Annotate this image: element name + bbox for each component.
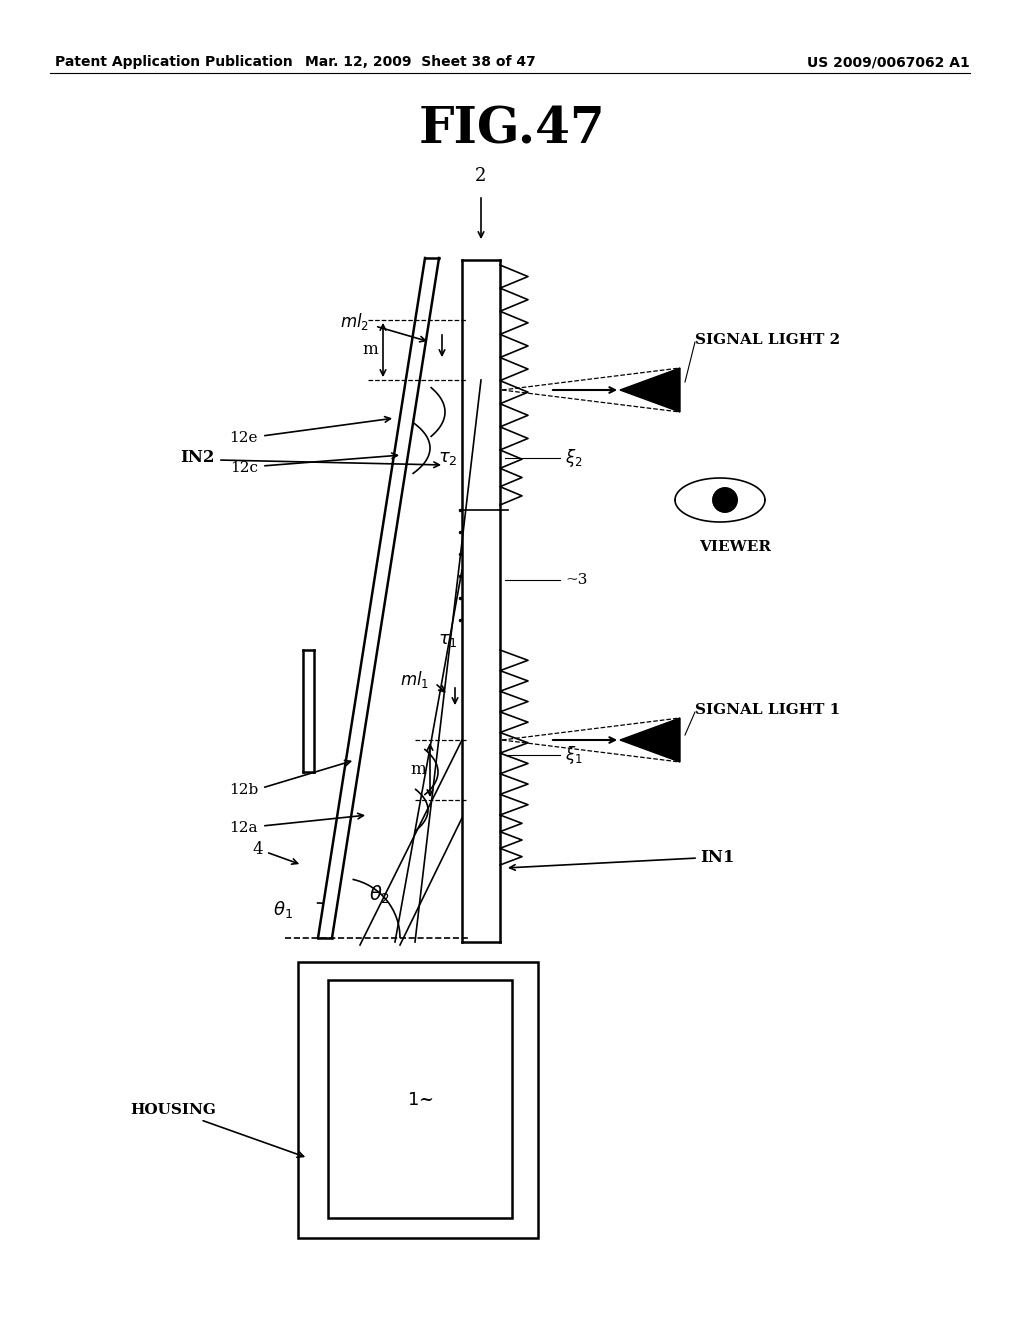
- Text: $\xi_2$: $\xi_2$: [565, 447, 583, 469]
- Text: $\xi_1$: $\xi_1$: [565, 744, 583, 766]
- Text: SIGNAL LIGHT 1: SIGNAL LIGHT 1: [695, 704, 841, 717]
- Text: $\tau_1$: $\tau_1$: [438, 631, 458, 649]
- Text: $\theta_1$: $\theta_1$: [273, 899, 293, 920]
- Text: $\theta_2$: $\theta_2$: [370, 884, 390, 906]
- Text: IN1: IN1: [700, 850, 734, 866]
- Polygon shape: [620, 718, 680, 762]
- Bar: [298, 962, 538, 1238]
- Text: 4: 4: [253, 842, 263, 858]
- Text: VIEWER: VIEWER: [699, 540, 771, 554]
- Text: 12c: 12c: [230, 461, 258, 475]
- Text: Patent Application Publication: Patent Application Publication: [55, 55, 293, 69]
- Text: $\tau_2$: $\tau_2$: [438, 449, 458, 467]
- Text: $1$~: $1$~: [407, 1092, 433, 1109]
- Polygon shape: [620, 368, 680, 412]
- Text: 12b: 12b: [228, 783, 258, 797]
- Text: 12e: 12e: [229, 432, 258, 445]
- Text: ~3: ~3: [565, 573, 588, 587]
- Text: 12a: 12a: [229, 821, 258, 836]
- Text: US 2009/0067062 A1: US 2009/0067062 A1: [807, 55, 970, 69]
- Text: $ml_1$: $ml_1$: [400, 669, 430, 690]
- Text: $ml_2$: $ml_2$: [340, 312, 370, 333]
- Text: Mar. 12, 2009  Sheet 38 of 47: Mar. 12, 2009 Sheet 38 of 47: [304, 55, 536, 69]
- Circle shape: [713, 488, 737, 512]
- Bar: [328, 979, 512, 1218]
- Text: IN2: IN2: [180, 450, 215, 466]
- Text: SIGNAL LIGHT 2: SIGNAL LIGHT 2: [695, 333, 840, 347]
- Text: HOUSING: HOUSING: [130, 1104, 304, 1158]
- Text: 2: 2: [475, 168, 486, 185]
- Text: m: m: [411, 762, 426, 779]
- Text: m: m: [362, 342, 378, 359]
- Text: FIG.47: FIG.47: [419, 106, 605, 154]
